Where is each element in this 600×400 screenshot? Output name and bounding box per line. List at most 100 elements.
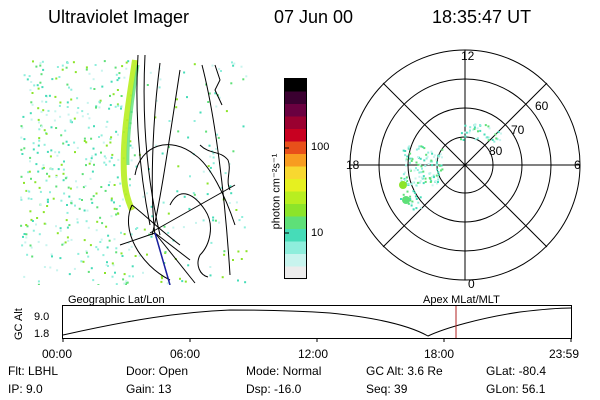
speckle-dot [90,157,93,160]
speckle-dot [83,239,86,242]
speckle-dot [100,134,103,137]
speckle-dot [476,127,479,130]
speckle-dot [150,205,153,208]
speckle-dot [30,198,33,200]
speckle-dot [181,280,184,283]
speckle-dot [90,198,93,201]
speckle-dot [469,129,471,132]
colorbar-tick-100: 100 [311,141,330,153]
speckle-dot [62,172,65,175]
speckle-dot [69,119,72,122]
speckle-dot [40,73,43,76]
info-gc-alt: GC Alt: 3.6 Re [366,364,443,378]
speckle-dot [48,94,51,97]
speckle-dot [42,211,45,214]
speckle-dot [53,119,56,122]
speckle-dot [473,126,476,129]
speckle-dot [487,139,490,142]
mlt-label-6: 6 [574,158,581,172]
speckle-dot [24,241,27,244]
speckle-dot [415,148,418,151]
speckle-dot [409,161,411,164]
speckle-dot [406,190,409,193]
speckle-dot [99,241,102,243]
speckle-dot [37,170,40,173]
speckle-dot [209,166,212,169]
speckle-dot [25,236,28,239]
speckle-dot [138,254,141,257]
speckle-dot [421,176,423,179]
speckle-dot [100,238,103,241]
colorbar-cell [285,166,306,180]
info-glon: GLon: 56.1 [486,382,546,396]
speckle-dot [86,101,89,104]
speckle-dot [187,136,190,139]
speckle-dot [26,225,29,228]
colorbar-cell [285,216,306,230]
speckle-dot [83,137,86,140]
speckle-dot [120,231,122,234]
speckle-dot [117,158,120,161]
speckle-dot [37,283,40,285]
speckle-dot [95,105,98,108]
info-mode: Mode: Normal [246,364,322,378]
speckle-dot [76,97,79,100]
speckle-dot [499,139,502,142]
speckle-dot [440,169,442,172]
speckle-dot [120,107,122,110]
speckle-dot [96,206,99,209]
speckle-dot [55,185,58,188]
speckle-dot [417,147,420,150]
speckle-dot [218,68,221,70]
info-door: Door: Open [126,364,189,378]
speckle-dot [404,150,407,152]
speckle-dot [103,60,106,63]
speckle-dot [427,151,430,154]
speckle-dot [81,199,83,201]
speckle-dot [212,156,215,159]
speckle-dot [430,150,433,153]
speckle-dot [30,246,33,249]
speckle-dot [437,181,439,183]
speckle-dot [31,92,34,94]
speckle-dot [109,94,111,97]
speckle-dot [413,169,416,172]
speckle-dot [37,144,40,147]
speckle-dot [237,279,239,282]
speckle-dot [132,275,134,278]
speckle-dot [128,178,131,181]
speckle-dot [218,221,221,224]
speckle-dot [89,160,92,163]
speckle-dot [488,127,491,130]
speckle-dot [166,282,169,285]
speckle-dot [85,68,88,71]
speckle-dot [78,198,81,200]
speckle-dot [117,133,119,136]
speckle-dot [415,167,417,170]
speckle-dot [125,61,128,64]
speckle-dot [485,136,488,139]
speckle-dot [42,109,45,112]
speckle-dot [98,106,101,109]
speckle-dot [96,220,99,223]
speckle-dot [479,124,481,126]
speckle-dot [125,281,128,284]
alt-xtick-2359: 23:59 [549,347,579,361]
speckle-dot [243,226,246,229]
speckle-dot [199,111,202,114]
speckle-dot [150,235,153,238]
info-ip: IP: 9.0 [8,382,43,396]
speckle-dot [493,140,496,143]
speckle-dot [430,176,433,178]
geo-panel-label: Geographic Lat/Lon [68,294,165,306]
speckle-dot [142,195,145,198]
speckle-dot [218,96,221,99]
colorbar-cell [285,141,306,155]
speckle-dot [102,141,105,144]
speckle-dot [437,176,439,179]
speckle-dot [436,168,439,171]
speckle-dot [23,74,26,77]
info-glat: GLat: -80.4 [486,364,547,378]
speckle-dot [95,106,97,109]
speckle-dot [100,186,103,188]
